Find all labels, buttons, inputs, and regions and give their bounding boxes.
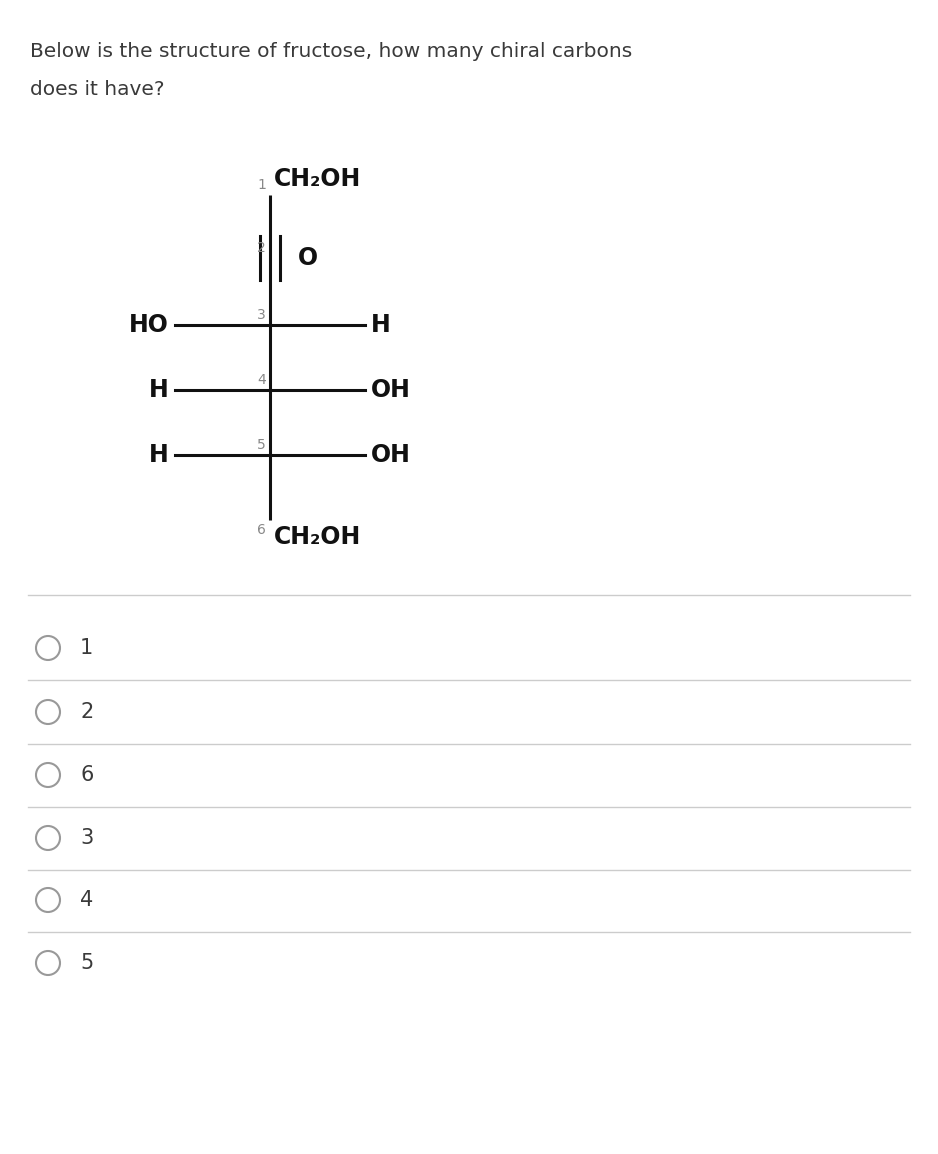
Text: 3: 3 <box>257 308 266 322</box>
Text: CH₂OH: CH₂OH <box>274 525 361 549</box>
Text: CH₂OH: CH₂OH <box>274 167 361 192</box>
Text: 2: 2 <box>80 702 93 722</box>
Text: H: H <box>149 379 169 402</box>
Text: 2: 2 <box>257 241 266 255</box>
Text: 1: 1 <box>80 638 93 658</box>
Text: Below is the structure of fructose, how many chiral carbons: Below is the structure of fructose, how … <box>30 42 632 61</box>
Text: H: H <box>371 313 391 337</box>
Text: 6: 6 <box>80 765 94 785</box>
Text: 1: 1 <box>257 178 266 192</box>
Text: 5: 5 <box>80 953 93 973</box>
Text: 5: 5 <box>257 439 266 452</box>
Text: OH: OH <box>371 379 411 402</box>
Text: 3: 3 <box>80 829 93 848</box>
Text: 4: 4 <box>80 890 93 911</box>
Text: does it have?: does it have? <box>30 80 164 99</box>
Text: H: H <box>149 443 169 467</box>
Text: OH: OH <box>371 443 411 467</box>
Text: HO: HO <box>129 313 169 337</box>
Text: O: O <box>298 246 318 270</box>
Text: 6: 6 <box>257 523 266 537</box>
Text: 4: 4 <box>257 373 266 387</box>
